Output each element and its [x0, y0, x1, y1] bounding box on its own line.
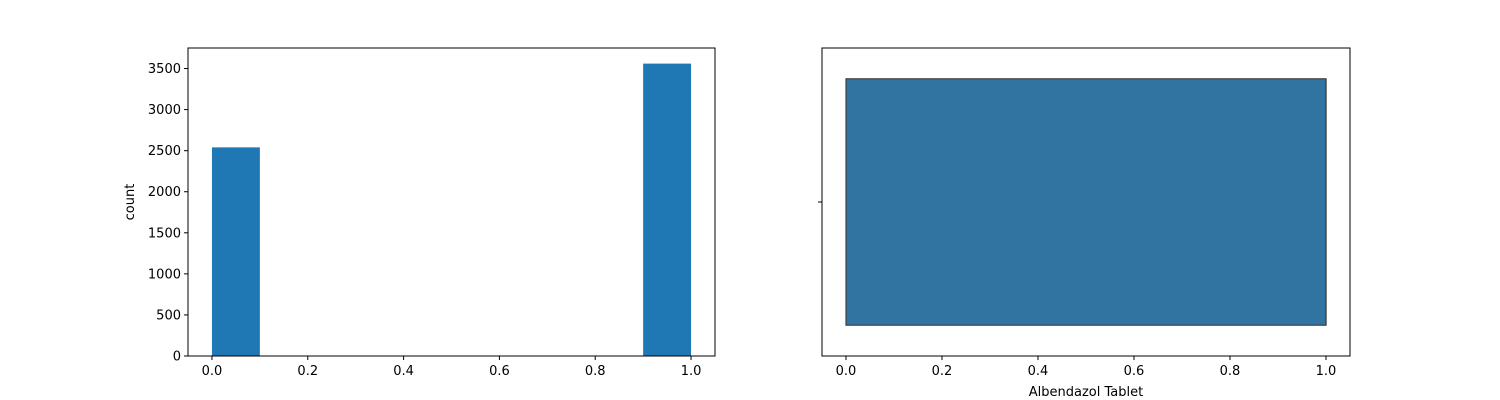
boxplot-x-axis-label: Albendazol Tablet: [1029, 385, 1143, 400]
histogram-y-tick-label: 500: [156, 308, 181, 323]
boxplot-x-ticks: 0.0 0.2 0.4 0.6 0.8 1.0: [836, 356, 1337, 379]
histogram-panel: 0.0 0.2 0.4 0.6 0.8 1.0 0 500 1000 1500 2000 2500 3…: [123, 47, 716, 379]
histogram-bar: [211, 147, 260, 356]
histogram-x-tick-label: 0.2: [297, 364, 318, 379]
histogram-x-tick-label: 0.0: [202, 364, 223, 379]
histogram-y-tick-label: 1500: [148, 226, 181, 241]
boxplot-x-tick-label: 0.8: [1220, 364, 1241, 379]
boxplot-shapes: [845, 78, 1327, 326]
boxplot-x-tick-label: 0.0: [836, 364, 857, 379]
histogram-y-axis-label: count: [123, 184, 138, 221]
histogram-y-tick-label: 0: [173, 350, 181, 365]
boxplot-x-tick-label: 0.2: [932, 364, 953, 379]
histogram-y-ticks: 0 500 1000 1500 2000 2500 3000 3500: [148, 62, 188, 365]
histogram-y-tick-label: 3500: [148, 62, 181, 77]
histogram-y-tick-label: 2000: [148, 185, 181, 200]
boxplot-x-tick-label: 0.4: [1028, 364, 1049, 379]
histogram-x-ticks: 0.0 0.2 0.4 0.6 0.8 1.0: [202, 356, 702, 379]
histogram-y-tick-label: 3000: [148, 103, 181, 118]
histogram-y-tick-label: 2500: [148, 144, 181, 159]
boxplot-box: [845, 78, 1327, 326]
histogram-x-tick-label: 0.6: [489, 364, 510, 379]
histogram-x-tick-label: 0.8: [585, 364, 606, 379]
boxplot-panel: 0.0 0.2 0.4 0.6 0.8 1.0 Albendazol Tablet: [818, 47, 1351, 400]
histogram-x-tick-label: 0.4: [393, 364, 414, 379]
boxplot-x-tick-label: 0.6: [1124, 364, 1145, 379]
boxplot-x-tick-label: 1.0: [1316, 364, 1337, 379]
histogram-x-tick-label: 1.0: [681, 364, 702, 379]
histogram-bars: [211, 63, 692, 356]
histogram-bar: [643, 63, 692, 356]
histogram-frame: [187, 47, 716, 357]
histogram-y-tick-label: 1000: [148, 267, 181, 282]
